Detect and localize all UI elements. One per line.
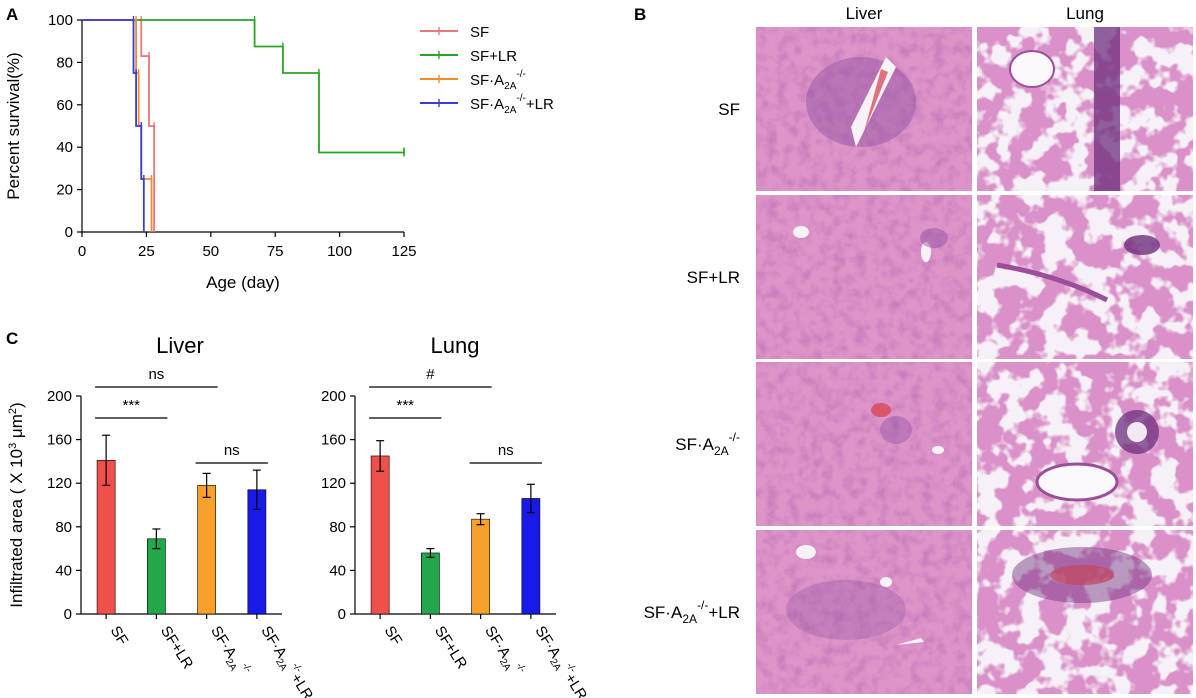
- legend-item: SF·A2A-/-: [420, 69, 526, 92]
- histology-image: [977, 530, 1193, 694]
- y-tick-label: 200: [321, 388, 346, 405]
- bar: [421, 552, 440, 615]
- category-label: SF: [381, 623, 406, 648]
- survival-curve-sf-a2a-lr: [82, 19, 145, 232]
- histology-image: [977, 27, 1193, 191]
- bar-chart-liver: Liver 0 40 80 120 160 200 SF SF+LR SF·A2A-/-SF·A2…: [47, 333, 319, 698]
- histology-image: [977, 195, 1193, 359]
- row-label: SF: [718, 100, 740, 119]
- column-header-liver: Liver: [846, 4, 883, 23]
- significance-label: ***: [396, 397, 414, 414]
- panel-letter-b: B: [634, 5, 646, 24]
- category-label: SF·A2A-/-: [479, 622, 528, 682]
- y-tick-label: 200: [47, 388, 72, 405]
- y-tick-label: 0: [65, 224, 73, 241]
- y-tick-label: 80: [55, 519, 72, 536]
- y-tick-label: 160: [321, 432, 346, 449]
- x-tick-label: 50: [202, 243, 219, 260]
- y-tick-label: 20: [56, 182, 73, 199]
- legend-item: SF+LR: [420, 48, 517, 65]
- histology-image: [756, 27, 972, 191]
- y-tick-label: 120: [321, 475, 346, 492]
- category-label: SF+LR: [431, 623, 470, 672]
- legend-item: SF·A2A-/-+LR: [420, 93, 554, 116]
- category-label: SF·A2A-/-+LR: [529, 622, 593, 698]
- histology-image: [756, 195, 972, 359]
- significance-label: ns: [224, 442, 240, 459]
- bar: [471, 518, 490, 615]
- category-label: SF·A2A-/-+LR: [255, 622, 319, 698]
- histology-image: [756, 530, 972, 694]
- x-tick-label: 125: [391, 243, 416, 260]
- infiltration-bar-charts: Infiltrated area ( X 103 μm2) Liver 0 40 80 1…: [7, 333, 593, 698]
- x-axis-title: Age (day): [206, 273, 280, 292]
- histology-grid: Liver Lung SF SF+LR SF·A2A-/- SF·A2A-/-+LR: [644, 4, 1193, 694]
- x-tick-label: 0: [78, 243, 86, 260]
- y-tick-label: 100: [48, 12, 73, 29]
- y-axis-title: Infiltrated area ( X 103 μm2): [7, 402, 26, 607]
- y-axis-title: Percent survival(%): [4, 52, 23, 199]
- y-tick-label: 0: [338, 606, 346, 623]
- legend-item: SF: [420, 24, 489, 41]
- y-tick-label: 80: [329, 519, 346, 536]
- column-header-lung: Lung: [1066, 4, 1104, 23]
- category-label: SF·A2A-/-: [205, 622, 254, 682]
- x-tick-label: 75: [267, 243, 284, 260]
- chart-title: Liver: [156, 333, 204, 358]
- y-tick-label: 60: [56, 97, 73, 114]
- row-label: SF·A2A-/-: [675, 430, 740, 458]
- panel-letter-c: C: [6, 329, 18, 348]
- legend-label: SF+LR: [470, 48, 517, 65]
- chart-title: Lung: [431, 333, 480, 358]
- bar: [370, 455, 390, 615]
- panel-letter-a: A: [6, 5, 18, 24]
- y-tick-label: 40: [329, 562, 346, 579]
- legend-label: SF·A2A-/-+LR: [470, 93, 554, 116]
- legend-label: SF·A2A-/-: [470, 69, 526, 92]
- legend-label: SF: [470, 24, 489, 41]
- y-tick-label: 120: [47, 475, 72, 492]
- category-label: SF: [107, 623, 132, 648]
- bar: [521, 498, 541, 615]
- y-tick-label: 160: [47, 432, 72, 449]
- row-label: SF·A2A-/-+LR: [644, 598, 740, 626]
- x-tick-label: 100: [327, 243, 352, 260]
- y-tick-label: 40: [56, 139, 73, 156]
- y-tick-label: 40: [55, 562, 72, 579]
- bar-chart-lung: Lung 0 40 80 120 160 200 SF SF+LR SF·A2A-/-SF·A2A…: [321, 333, 593, 698]
- bar: [197, 485, 216, 615]
- row-label: SF+LR: [687, 268, 740, 287]
- x-tick-label: 25: [138, 243, 155, 260]
- significance-label: ns: [498, 442, 514, 459]
- bar: [147, 538, 166, 615]
- significance-label: ***: [122, 397, 140, 414]
- y-tick-label: 0: [64, 606, 72, 623]
- histology-image: [756, 362, 972, 526]
- y-tick-label: 80: [56, 54, 73, 71]
- histology-image: [977, 362, 1193, 526]
- category-label: SF+LR: [157, 623, 196, 672]
- survival-curve-sf-lr: [82, 19, 404, 154]
- survival-chart: 0 20 40 60 80 100 0 25 50 75 100 125 Age (day) Percen…: [4, 12, 554, 292]
- significance-label: #: [426, 366, 435, 383]
- significance-label: ns: [148, 366, 164, 383]
